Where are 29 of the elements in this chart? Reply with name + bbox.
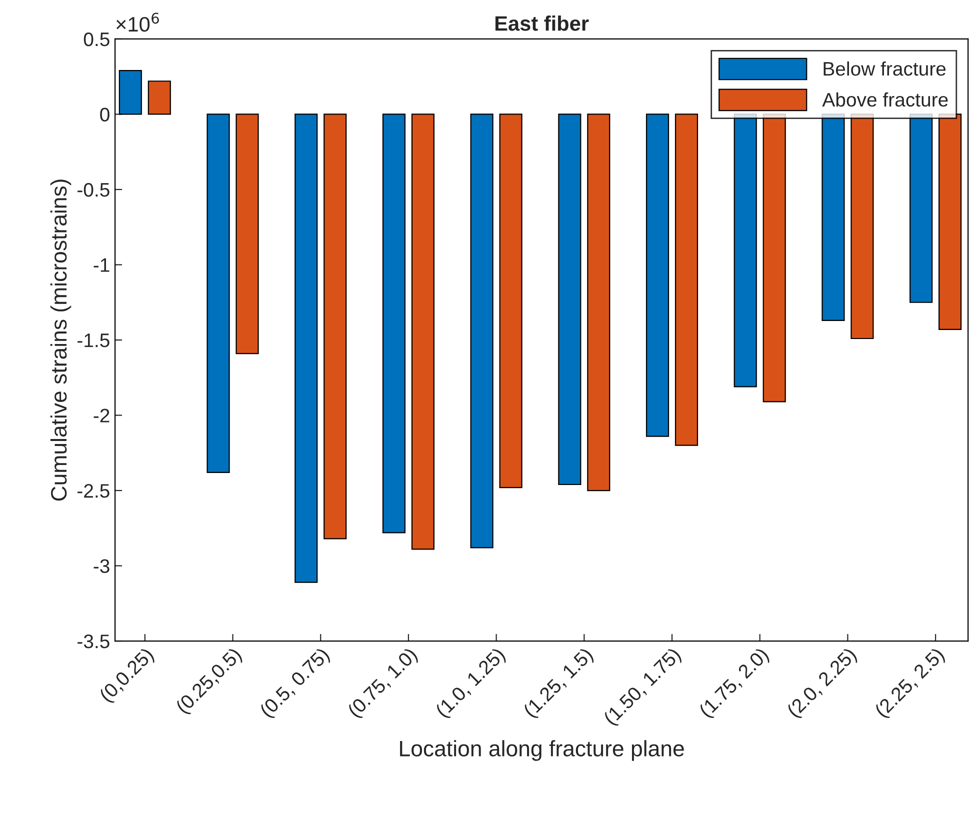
y-axis-title: Cumulative strains (microstrains) [50, 180, 72, 501]
y-tick-label: -2.5 [78, 484, 110, 498]
y-tick-label: -1 [94, 258, 110, 272]
bar [470, 114, 494, 548]
bar [558, 114, 582, 486]
y-tick-label: 0 [100, 108, 110, 122]
bar [674, 114, 698, 446]
bar [411, 114, 434, 550]
bar [294, 114, 318, 583]
bar [118, 70, 142, 115]
bar [236, 114, 259, 354]
legend-label: Above fracture [822, 92, 948, 107]
y-tick-label: 0.5 [84, 32, 110, 46]
bar [206, 114, 230, 474]
y-tick-label: -3 [94, 559, 110, 574]
bar [324, 114, 347, 540]
bar [587, 114, 610, 492]
chart-title: East fiber [495, 16, 589, 31]
y-tick-label: -3.5 [78, 634, 110, 648]
x-axis-title: Location along fracture plane [400, 740, 684, 761]
y-tick-label: -1.5 [78, 334, 110, 348]
bar [148, 80, 171, 115]
text: ×10$^{6}$ [116, 12, 159, 32]
legend-label: Below fracture [824, 61, 946, 76]
bar [499, 114, 522, 488]
bar [646, 114, 670, 437]
y-tick-label: -2 [94, 408, 110, 422]
bar [382, 114, 406, 534]
y-tick-label: -0.5 [78, 182, 110, 197]
